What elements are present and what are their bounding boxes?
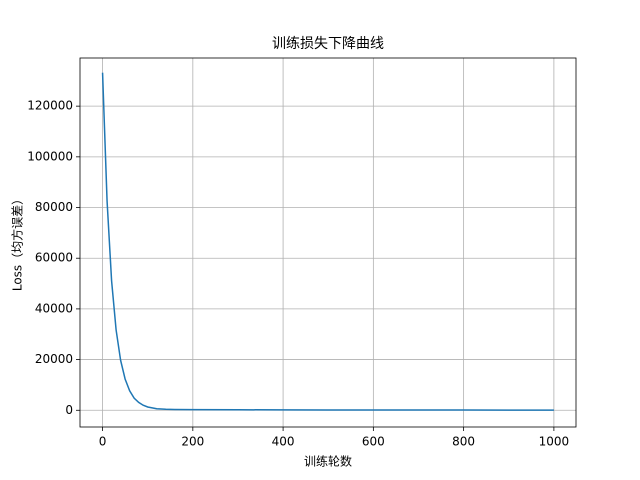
x-tick-label: 800	[452, 435, 475, 449]
y-tick-label: 20000	[35, 352, 73, 366]
line	[101, 72, 554, 411]
plot-frame	[79, 57, 577, 428]
chart-title: 训练损失下降曲线	[272, 36, 384, 52]
y-tick-label: 60000	[35, 251, 73, 265]
x-tick-label: 0	[99, 435, 107, 449]
y-tick-label: 100000	[27, 149, 73, 163]
y-axis-label: Loss（均方误差）	[10, 193, 25, 291]
x-tick-label: 400	[272, 435, 295, 449]
x-axis-label: 训练轮数	[304, 454, 352, 469]
x-tick-label: 600	[362, 435, 385, 449]
y-tick-label: 40000	[35, 301, 73, 315]
y-tick-label: 0	[65, 403, 73, 417]
y-tick-label: 80000	[35, 200, 73, 214]
y-tick-label: 120000	[27, 99, 73, 113]
x-tick-label: 1000	[539, 435, 570, 449]
x-tick-label: 200	[181, 435, 204, 449]
